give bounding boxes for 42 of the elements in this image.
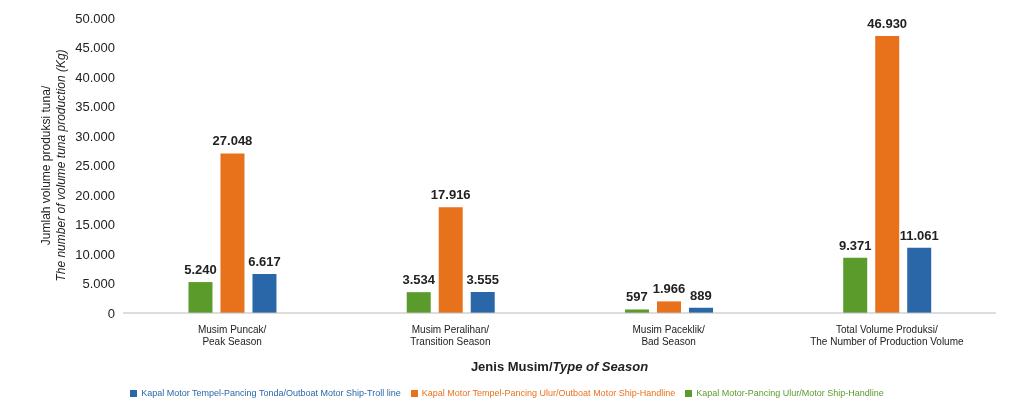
bar xyxy=(843,257,868,313)
data-label: 1.966 xyxy=(652,281,686,297)
y-tick-label: 10.000 xyxy=(75,246,115,262)
bar xyxy=(438,207,463,313)
y-axis-title: Jumlah volume produksi tuna/The number of volume tuna production (Kg) xyxy=(39,49,68,282)
y-tick-label: 0 xyxy=(107,305,115,321)
legend-label: Kapal Motor Tempel-Pancing Ulur/Outboat Motor Ship-Handline xyxy=(421,388,676,398)
bar xyxy=(188,282,213,313)
bar xyxy=(656,301,681,313)
bar xyxy=(252,273,277,313)
data-label: 17.916 xyxy=(430,187,471,203)
legend-label: Kapal Motor-Pancing Ulur/Motor Ship-Handline xyxy=(696,388,884,398)
data-label: 9.371 xyxy=(838,237,872,253)
y-tick-label: 30.000 xyxy=(75,128,115,144)
data-label: 889 xyxy=(690,287,712,303)
x-axis-title: Jenis Musim/Type of Season xyxy=(470,359,649,374)
x-tick-label: Musim Paceklik/Bad Season xyxy=(632,324,705,347)
data-label: 27.048 xyxy=(212,133,253,149)
y-tick-label: 45.000 xyxy=(75,40,115,56)
y-tick-label: 5.000 xyxy=(82,276,115,292)
data-label: 46.930 xyxy=(867,16,908,32)
bar xyxy=(875,36,900,313)
data-label: 597 xyxy=(626,289,648,305)
x-tick-label: Musim Puncak/Peak Season xyxy=(197,324,267,347)
y-tick-label: 50.000 xyxy=(75,10,115,26)
data-label: 5.240 xyxy=(184,262,217,278)
data-label: 11.061 xyxy=(899,227,939,243)
legend-label: Kapal Motor Tempel-Pancing Tonda/Outboat Motor Ship-Troll line xyxy=(141,388,401,398)
data-label: 3.555 xyxy=(466,272,499,288)
y-tick-label: 25.000 xyxy=(75,158,115,174)
y-tick-label: 35.000 xyxy=(75,99,115,115)
data-label: 6.617 xyxy=(248,253,281,269)
bar xyxy=(406,292,431,313)
bar xyxy=(907,247,932,313)
x-tick-label: Musim Peralihan/Transition Season xyxy=(410,324,491,347)
y-tick-label: 20.000 xyxy=(75,187,115,203)
bar xyxy=(220,153,245,313)
y-tick-label: 15.000 xyxy=(75,217,115,233)
y-tick-label: 40.000 xyxy=(75,69,115,85)
data-label: 3.534 xyxy=(402,272,436,288)
bar xyxy=(470,292,495,313)
x-tick-label: Total Volume Produksi/The Number of Production Volume xyxy=(810,324,965,347)
